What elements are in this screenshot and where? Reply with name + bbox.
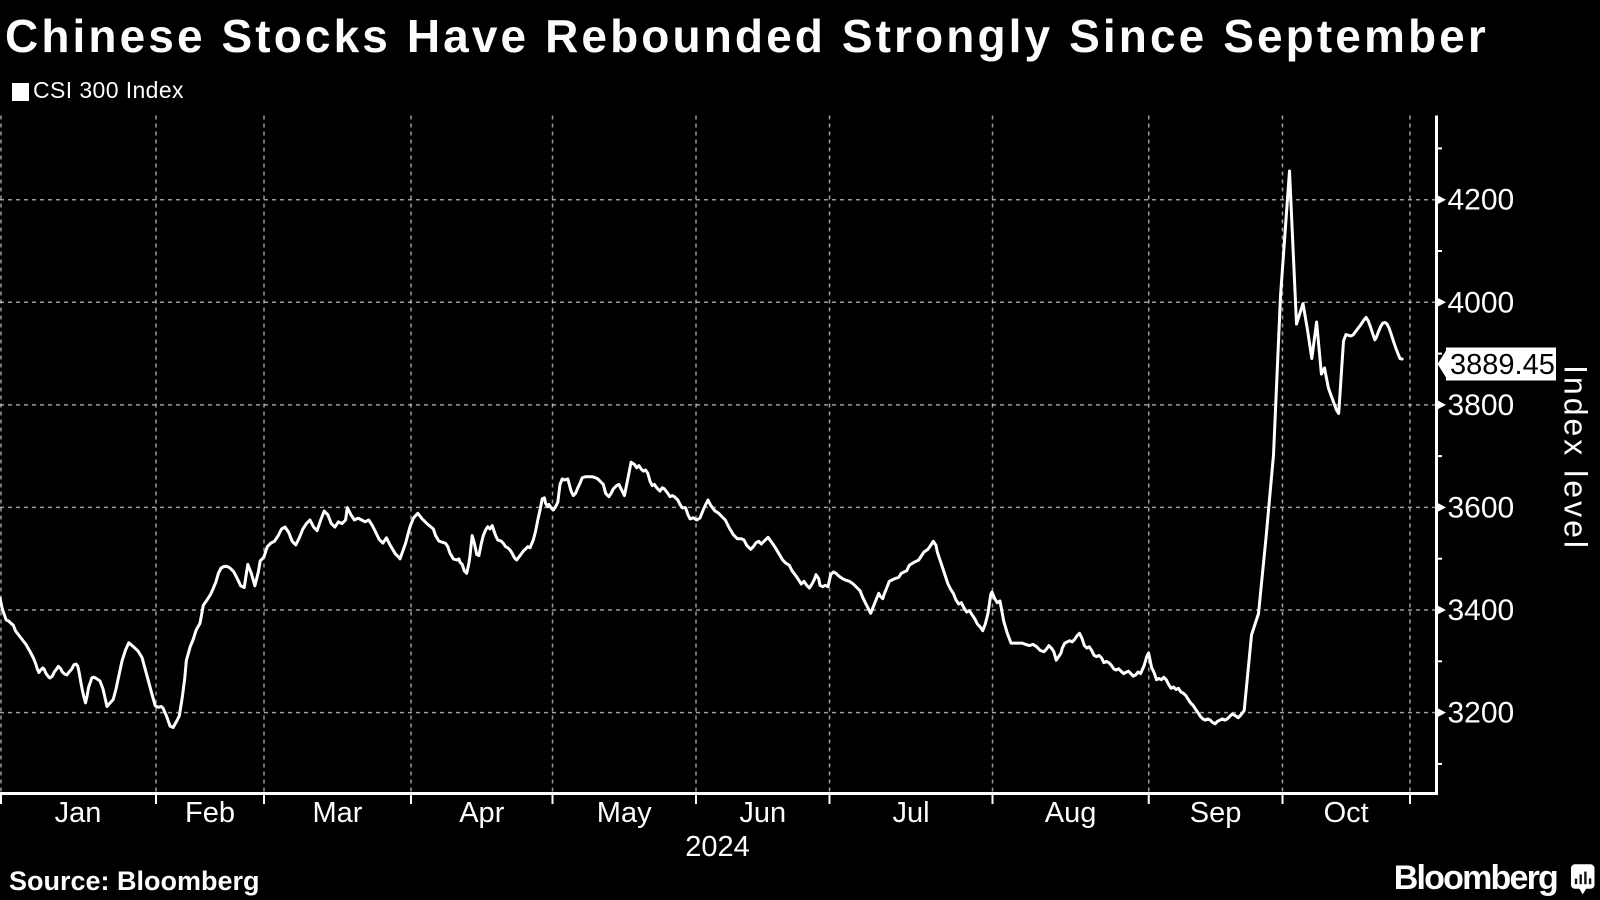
svg-text:3400: 3400 xyxy=(1448,594,1515,627)
svg-text:4200: 4200 xyxy=(1448,184,1515,217)
svg-text:Sep: Sep xyxy=(1190,797,1242,829)
svg-text:Aug: Aug xyxy=(1045,797,1097,829)
svg-text:May: May xyxy=(597,797,652,829)
svg-text:3800: 3800 xyxy=(1448,389,1515,422)
svg-text:3200: 3200 xyxy=(1448,697,1515,730)
svg-text:Feb: Feb xyxy=(185,797,235,829)
svg-text:Apr: Apr xyxy=(459,797,504,829)
svg-text:3600: 3600 xyxy=(1448,491,1515,524)
svg-text:Index level: Index level xyxy=(1558,365,1594,551)
svg-text:Jul: Jul xyxy=(892,797,929,829)
svg-text:3889.45: 3889.45 xyxy=(1450,349,1555,381)
svg-text:Jun: Jun xyxy=(739,797,786,829)
svg-text:Mar: Mar xyxy=(313,797,363,829)
svg-text:Oct: Oct xyxy=(1324,797,1369,829)
svg-text:Jan: Jan xyxy=(55,797,102,829)
svg-text:4000: 4000 xyxy=(1448,286,1515,319)
svg-text:2024: 2024 xyxy=(685,831,750,863)
